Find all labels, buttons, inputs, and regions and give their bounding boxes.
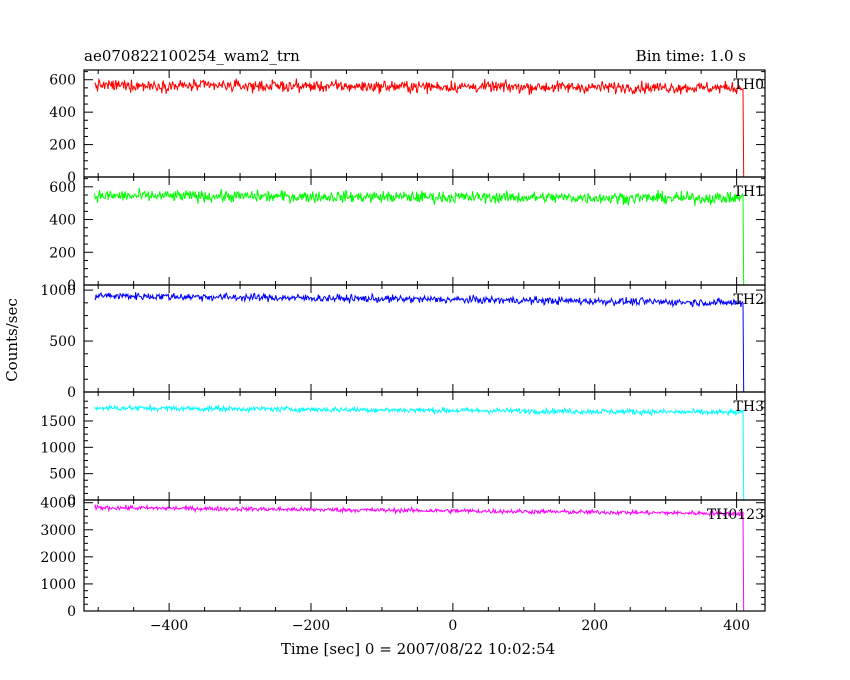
- panel-label-th3: TH3: [734, 399, 764, 415]
- series-th0: [94, 77, 746, 178]
- y-tick-label: 400: [49, 105, 76, 121]
- y-tick-label: 0: [67, 493, 76, 509]
- series-th1: [94, 188, 746, 286]
- x-tick-label: 200: [581, 618, 608, 634]
- panels: 0 200 400 600 TH0 0 200 400 600 TH1 0 500 1000 TH2 0 50…: [40, 69, 766, 620]
- y-tick-label: 600: [49, 73, 76, 89]
- y-tick-label: 0: [67, 170, 76, 186]
- y-tick-label: 4000: [40, 496, 76, 512]
- y-tick-label: 1000: [40, 283, 76, 299]
- panel-label-th0: TH0: [734, 77, 764, 93]
- x-tick-label: 400: [723, 618, 750, 634]
- y-tick-label: 1000: [40, 577, 76, 593]
- y-tick-label: 2000: [40, 550, 76, 566]
- chart-title: ae070822100254_wam2_trn: [84, 47, 300, 65]
- panel-th1: 0 200 400 600 TH1: [49, 176, 766, 294]
- panel-th3: 0 500 1000 1500 TH3: [40, 391, 766, 509]
- panel-label-th2: TH2: [734, 292, 764, 308]
- panel-label-th1: TH1: [734, 184, 764, 200]
- series-th0123: [94, 503, 746, 612]
- x-axis: −400 −200 0 200 400: [150, 618, 750, 634]
- y-tick-label: 200: [49, 245, 76, 261]
- panel-label-th0123: TH0123: [707, 507, 764, 523]
- y-tick-label: 3000: [40, 523, 76, 539]
- x-tick-label: 0: [448, 618, 457, 634]
- y-tick-label: 600: [49, 180, 76, 196]
- series-th2: [94, 292, 746, 393]
- bin-time-label: Bin time: 1.0 s: [636, 47, 746, 65]
- y-axis-label: Counts/sec: [3, 298, 21, 382]
- y-tick-label: 0: [67, 278, 76, 294]
- panel-frame: [83, 499, 766, 612]
- panel-frame: [83, 284, 766, 393]
- panel-th0123: 0 1000 2000 3000 4000 TH0123: [40, 496, 766, 620]
- series-th3: [94, 403, 746, 501]
- y-tick-label: 400: [49, 213, 76, 229]
- y-tick-label: 1000: [40, 440, 76, 456]
- x-axis-label: Time [sec] 0 = 2007/08/22 10:02:54: [281, 640, 555, 658]
- panel-th2: 0 500 1000 TH2: [40, 283, 766, 401]
- y-tick-label: 1500: [40, 414, 76, 430]
- y-tick-label: 500: [49, 334, 76, 350]
- y-tick-label: 200: [49, 138, 76, 154]
- panel-th0: 0 200 400 600 TH0: [49, 69, 766, 186]
- x-tick-label: −400: [150, 618, 188, 634]
- x-tick-label: −200: [292, 618, 330, 634]
- y-tick-label: 0: [67, 604, 76, 620]
- y-tick-label: 0: [67, 385, 76, 401]
- y-tick-label: 500: [49, 467, 76, 483]
